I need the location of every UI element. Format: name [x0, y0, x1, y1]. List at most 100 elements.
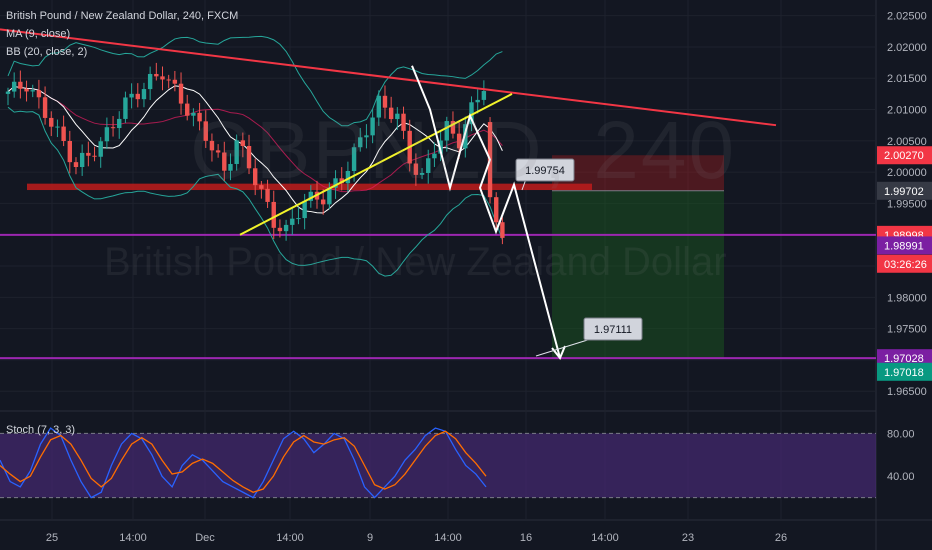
- candle-body: [104, 127, 110, 142]
- price-tick-label: 1.96500: [887, 386, 927, 398]
- candle-body: [444, 121, 449, 141]
- candle-body: [265, 188, 270, 202]
- ma-line: [7, 85, 503, 214]
- support-zone: [27, 183, 592, 191]
- candle-body: [339, 178, 344, 184]
- price-tick-label: 2.00500: [887, 136, 927, 148]
- price-axis: 2.02500 2.02000 2.01500 2.01000 2.00500 2.000…: [877, 11, 932, 483]
- price-badge-label: 03:26:26: [884, 259, 927, 271]
- candle-body: [49, 117, 54, 127]
- bb-lower-band: [7, 106, 503, 277]
- symbol-watermark: GBPNZD, 240: [190, 105, 737, 196]
- description-watermark: British Pound / New Zealand Dollar: [104, 240, 727, 284]
- candle-body: [117, 118, 122, 129]
- candle-body: [432, 153, 437, 159]
- candle-body: [333, 178, 338, 188]
- candle-body: [61, 126, 66, 141]
- candle-body: [185, 103, 190, 116]
- candle-body: [5, 91, 11, 94]
- candle-body: [358, 137, 363, 148]
- price-badge-label: 1.97018: [884, 367, 924, 379]
- price-tick-label: 1.98000: [887, 292, 927, 304]
- candle-body: [290, 218, 295, 225]
- candle-body: [86, 152, 91, 156]
- candle-body: [419, 172, 425, 175]
- candle-body: [475, 99, 480, 103]
- candle-body: [277, 227, 283, 232]
- candle-body: [370, 117, 375, 136]
- candle-body: [166, 79, 171, 81]
- time-tick-label: Dec: [195, 532, 215, 544]
- price-tick-label: 1.99500: [887, 198, 927, 210]
- candle-body: [172, 79, 178, 84]
- descending-trendline: [0, 28, 777, 127]
- price-badge-label: 1.97028: [884, 353, 924, 365]
- candle-body: [67, 140, 72, 163]
- candle-body: [203, 121, 208, 141]
- price-badge: [877, 236, 932, 255]
- price-badge: [877, 181, 932, 200]
- candle-body: [364, 135, 369, 138]
- time-tick-label: 14:00: [276, 532, 304, 544]
- bb-indicator-label[interactable]: BB (20, close, 2): [6, 46, 88, 58]
- chart-title[interactable]: British Pound / New Zealand Dollar, 240,…: [6, 10, 239, 22]
- callout-label: 1.97111: [594, 324, 632, 336]
- candle-body: [24, 88, 29, 92]
- stoch-tick-label: 40.00: [887, 471, 915, 483]
- candle-body: [246, 145, 252, 169]
- projected-path: [411, 65, 561, 359]
- candle-body: [494, 197, 499, 223]
- time-tick-label: 26: [775, 532, 787, 544]
- candle-body: [147, 73, 153, 90]
- candle-body: [160, 76, 165, 80]
- candle-body: [191, 112, 196, 116]
- candle-body: [302, 200, 307, 219]
- time-tick-label: 16: [520, 532, 532, 544]
- candle-body: [197, 112, 202, 122]
- stoch-panel: [0, 427, 876, 499]
- callout-label: 1.99754: [525, 165, 565, 177]
- candle-body: [296, 218, 301, 220]
- trend-drawings: 1.99754 1.97111: [0, 28, 777, 360]
- price-tick-label: 2.01000: [887, 105, 927, 117]
- time-tick-label: 25: [46, 532, 58, 544]
- callout-pointer: [535, 337, 595, 357]
- price-badge: [877, 362, 932, 381]
- arrow-head-icon: [551, 345, 566, 360]
- candle-body: [500, 222, 505, 238]
- candle-body: [481, 91, 487, 100]
- price-tick-label: 2.02500: [887, 11, 927, 23]
- candle-body: [382, 95, 388, 108]
- price-badge: [877, 349, 932, 368]
- price-badge: [877, 254, 932, 273]
- time-tick-label: 9: [367, 532, 373, 544]
- stoch-indicator-label[interactable]: Stoch (7, 3, 3): [6, 424, 76, 436]
- candle-body: [259, 185, 264, 189]
- candle-body: [413, 163, 419, 175]
- price-tick-label: 2.00000: [887, 167, 927, 179]
- time-tick-label: 14:00: [591, 532, 619, 544]
- candle-body: [271, 201, 276, 228]
- callout-box: [583, 317, 643, 341]
- drawing-zones: [0, 155, 876, 360]
- candle-body: [73, 162, 79, 167]
- candle-body: [79, 152, 85, 167]
- candle-body: [154, 73, 159, 77]
- candle-body: [240, 140, 246, 146]
- bb-upper-band: [7, 35, 503, 127]
- ma-indicator-label[interactable]: MA (9, close): [6, 28, 71, 40]
- candle-body: [215, 150, 221, 153]
- stoch-d-line: [0, 430, 487, 493]
- candle-body: [18, 81, 23, 89]
- candle-body: [234, 140, 239, 164]
- stoch-k-line: [0, 427, 487, 499]
- candle-body: [253, 168, 258, 186]
- price-badge: [877, 146, 932, 165]
- candle-body: [135, 93, 140, 100]
- candle-body: [30, 90, 35, 92]
- candle-body: [55, 126, 60, 128]
- stoch-tick-label: 80.00: [887, 428, 915, 440]
- price-badge-label: 1.98991: [884, 240, 924, 252]
- candle-body: [222, 152, 227, 171]
